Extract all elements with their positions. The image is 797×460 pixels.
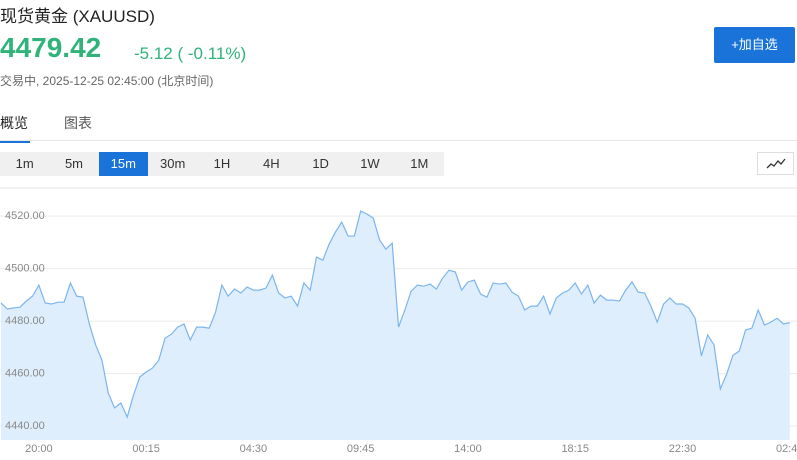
x-tick-label: 22:30	[669, 443, 697, 455]
line	[0, 210, 790, 419]
icon	[766, 158, 786, 169]
x-tick-label: 02:45	[776, 443, 797, 455]
interval-bar: 1m 5m 15m 30m 1H 4H 1D 1W 1M	[0, 152, 444, 176]
price: 4479.42	[0, 32, 102, 63]
tab[interactable]: 图表	[64, 115, 92, 131]
interval-button[interactable]: 1D	[312, 156, 329, 171]
x-tick-label: 18:15	[561, 443, 589, 455]
tab[interactable]: 概览	[0, 113, 30, 143]
y-tick-label: 4500.00	[5, 262, 45, 274]
add-watchlist-button[interactable]: +加自选	[714, 27, 795, 63]
x-tick-label: 09:45	[347, 443, 375, 455]
y-tick-label: 4520.00	[5, 210, 45, 222]
status: 交易中, 2025-12-25 02:45:00 (北京时间)	[0, 74, 214, 88]
interval-button[interactable]: 30m	[160, 156, 186, 171]
interval-button[interactable]: 1M	[410, 156, 429, 171]
chart-style-button[interactable]	[757, 152, 794, 175]
y-tick-label: 4480.00	[5, 315, 45, 327]
interval-button[interactable]: 15m	[98, 152, 148, 176]
chart: 4440.00 4460.00 4480.00 4500.00 4520.00 20:00…	[0, 187, 797, 455]
x-tick-label: 04:30	[240, 443, 268, 455]
y-tick-label: 4460.00	[5, 367, 45, 379]
x-tick-label: 00:15	[132, 443, 160, 455]
interval-button[interactable]: 1W	[360, 156, 380, 171]
x-tick-label: 20:00	[25, 443, 53, 455]
title: 现货黄金 (XAUUSD)	[0, 7, 155, 26]
change: -5.12 ( -0.11%)	[134, 44, 247, 63]
y-tick-label: 4440.00	[5, 420, 45, 432]
interval-button[interactable]: 1H	[213, 156, 231, 171]
divider	[0, 140, 797, 141]
area	[1, 211, 790, 440]
x-tick-label: 14:00	[454, 443, 482, 455]
interval-button[interactable]: 5m	[64, 156, 84, 171]
interval-button[interactable]: 1m	[15, 156, 34, 171]
interval-button[interactable]: 4H	[262, 156, 280, 171]
